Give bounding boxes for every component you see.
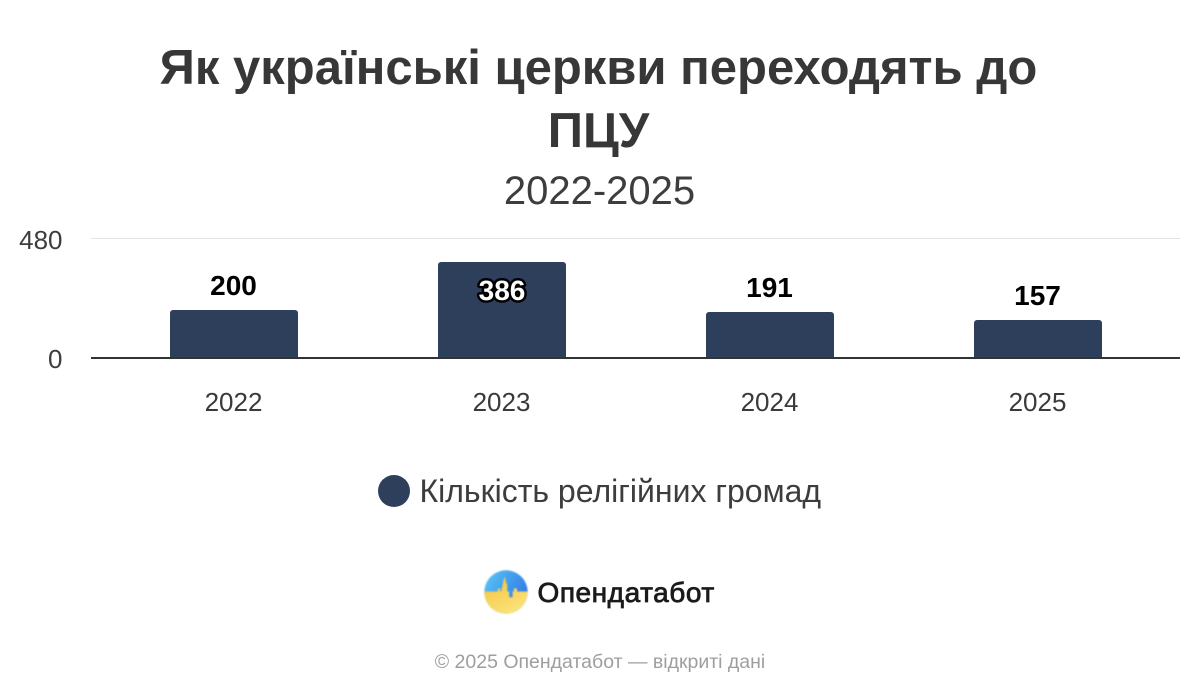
svg-text:386: 386 xyxy=(478,275,525,306)
